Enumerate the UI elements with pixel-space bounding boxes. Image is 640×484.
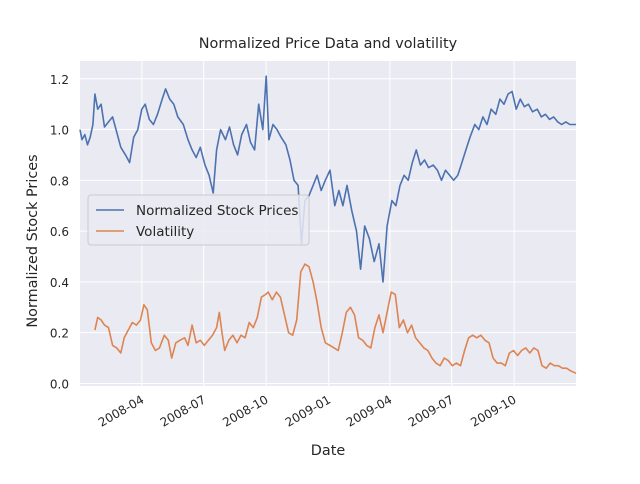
y-tick-label: 1.2 xyxy=(50,73,69,87)
y-tick-label: 0.2 xyxy=(50,327,69,341)
x-tick-label: 2009-10 xyxy=(468,392,518,429)
series-line-prices xyxy=(79,75,576,283)
x-axis-label: Date xyxy=(311,443,346,459)
series-line-volatility xyxy=(94,263,577,375)
y-tick-label: 0.0 xyxy=(50,377,69,391)
x-tick-label: 2009-07 xyxy=(406,392,456,429)
x-axis-ticks: 2008-04 2008-07 2008-10 2009-01 2009-04 2009-… xyxy=(96,392,519,429)
legend-label-prices: Normalized Stock Prices xyxy=(136,203,298,219)
x-tick-label: 2008-10 xyxy=(220,392,270,429)
legend: Normalized Stock Prices Volatility xyxy=(87,194,310,246)
y-axis-label: Normalized Stock Prices xyxy=(25,154,41,327)
chart-title: Normalized Price Data and volatility xyxy=(199,36,458,52)
y-axis-ticks: 0.0 0.2 0.4 0.6 0.8 1.0 1.2 xyxy=(50,73,69,392)
x-tick-label: 2008-07 xyxy=(158,392,208,429)
legend-label-volatility: Volatility xyxy=(136,224,194,240)
y-tick-label: 1.0 xyxy=(50,124,69,138)
legend-box xyxy=(87,194,310,246)
x-tick-label: 2009-04 xyxy=(344,392,394,429)
y-tick-label: 0.4 xyxy=(50,276,69,290)
y-tick-label: 0.8 xyxy=(50,174,69,188)
x-tick-label: 2008-04 xyxy=(96,392,146,429)
x-tick-label: 2009-01 xyxy=(283,392,333,429)
series-layer xyxy=(79,75,577,375)
y-tick-label: 0.6 xyxy=(50,225,69,239)
